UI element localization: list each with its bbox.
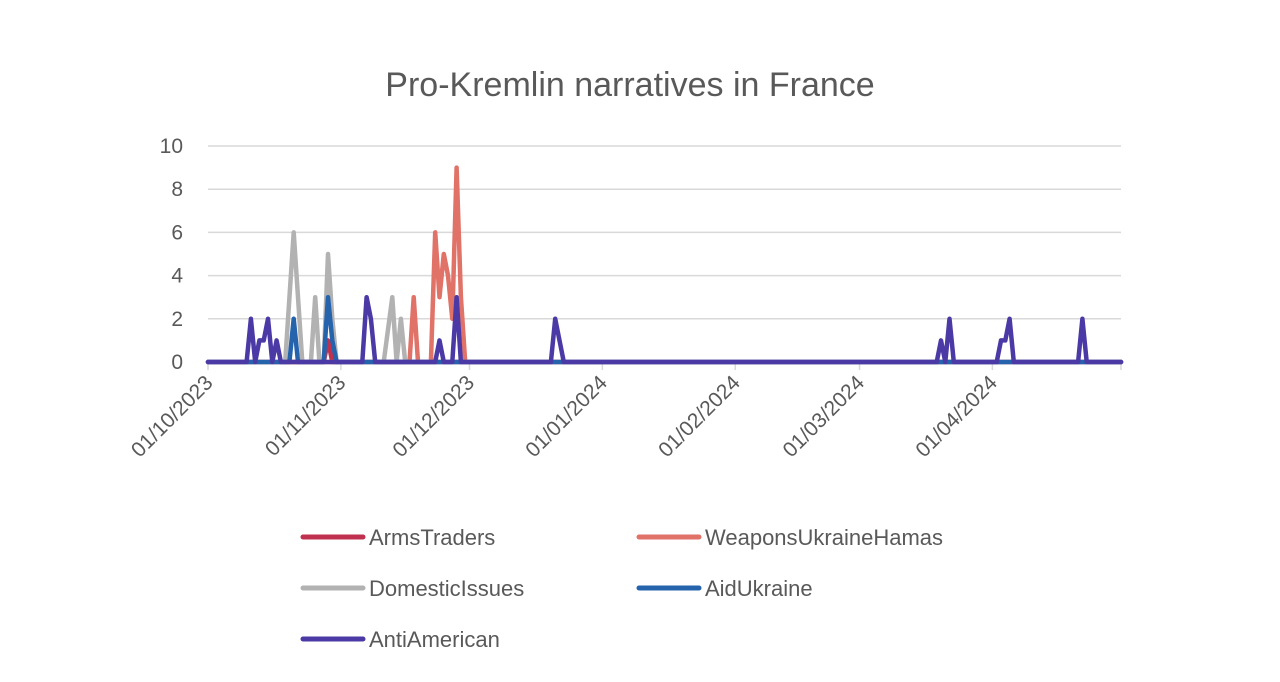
series-line-ArmsTraders [205,338,1124,365]
x-tick-label: 01/04/2024 [911,371,1002,462]
series-line-AidUkraine [205,294,1124,365]
y-tick-label: 6 [171,221,183,244]
series-lines [205,165,1124,365]
series-line-AntiAmerican [205,294,1124,365]
x-tick-label: 01/01/2024 [521,371,612,462]
x-tick-label: 01/03/2024 [778,371,869,462]
y-axis-ticks: 0 2 4 6 8 10 [160,135,184,374]
series-line-WeaponsUkraineHamas [205,165,1124,365]
legend-label: WeaponsUkraineHamas [705,525,943,550]
y-tick-label: 2 [171,308,183,331]
gridlines [208,145,1121,363]
legend-label: AidUkraine [705,576,813,601]
y-tick-label: 8 [171,178,183,201]
x-tick-label: 01/02/2024 [654,371,745,462]
y-tick-label: 0 [171,351,183,374]
series-line-DomesticIssues [205,230,1124,365]
legend-label: AntiAmerican [369,627,500,652]
y-tick-label: 4 [171,265,183,288]
chart-title: Pro-Kremlin narratives in France [385,66,874,104]
legend-label: ArmsTraders [369,525,495,550]
x-axis-ticks: 01/10/2023 01/11/2023 01/12/2023 01/01/2024… [127,362,1122,462]
x-tick-label: 01/12/2023 [388,371,479,462]
legend-label: DomesticIssues [369,576,524,601]
legend: ArmsTraders WeaponsUkraineHamas DomesticIs… [300,525,943,652]
x-tick-label: 01/10/2023 [127,371,218,462]
y-tick-label: 10 [160,135,183,158]
x-tick-label: 01/11/2023 [261,371,350,460]
